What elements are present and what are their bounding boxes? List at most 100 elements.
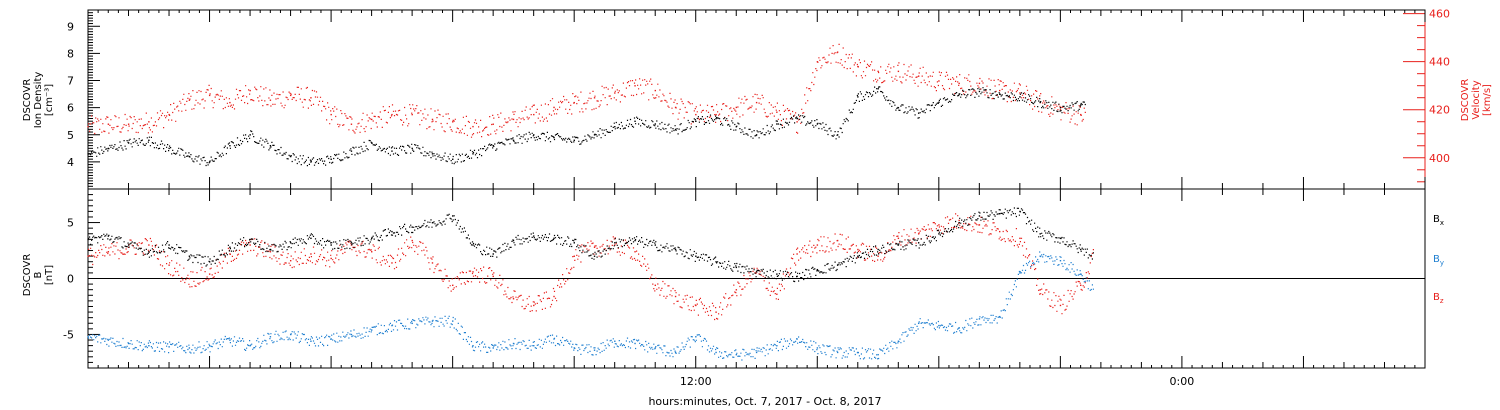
data-point [776, 111, 778, 113]
data-point [87, 125, 89, 128]
data-point [107, 123, 110, 125]
data-point [674, 248, 677, 251]
data-point [330, 113, 332, 116]
data-point [512, 239, 515, 242]
data-point [998, 89, 1001, 92]
data-point [472, 153, 474, 155]
data-point [1080, 113, 1082, 116]
data-point [148, 244, 150, 246]
data-point [371, 237, 373, 240]
data-point [654, 347, 657, 349]
data-point [452, 121, 454, 123]
data-point [553, 338, 555, 340]
data-point [857, 248, 859, 251]
data-point [816, 268, 819, 271]
data-point [695, 336, 697, 338]
y-tick-label: 420 [1429, 104, 1450, 117]
y-tick-label: 400 [1429, 152, 1450, 165]
data-point [634, 251, 636, 253]
data-point [1080, 104, 1082, 106]
data-point [1019, 237, 1021, 240]
data-point [553, 237, 555, 240]
data-point [816, 347, 819, 349]
data-point [492, 123, 494, 125]
data-point [938, 233, 940, 235]
data-point [512, 298, 515, 300]
data-point [289, 260, 292, 262]
data-point [796, 121, 798, 123]
data-point [310, 97, 312, 99]
data-point [917, 233, 920, 235]
data-point [492, 253, 494, 255]
data-point [330, 257, 332, 260]
data-point [614, 92, 616, 94]
left-axis-title-line: Ion Density [33, 72, 44, 129]
data-point [533, 113, 535, 116]
data-point [127, 244, 130, 246]
data-point [877, 353, 879, 356]
data-point [492, 347, 494, 349]
data-point [472, 244, 474, 246]
data-point [391, 262, 393, 264]
series-by [87, 251, 1094, 361]
data-point [695, 120, 697, 122]
data-point [350, 333, 353, 336]
data-point [877, 255, 879, 257]
y-tick-label: -5 [63, 328, 74, 341]
data-point [229, 101, 231, 104]
magnetic-field-panel: -5 0 5 DSCOVR B [nT] Bx By Bz [22, 188, 1444, 369]
data-point [998, 213, 1001, 215]
data-point [249, 244, 251, 246]
data-point [87, 336, 89, 338]
right-axis-title: DSCOVR Velocity [km/s] [1460, 79, 1493, 122]
data-point [857, 255, 859, 257]
data-point [654, 244, 657, 246]
data-point [269, 336, 272, 338]
data-point [371, 329, 373, 331]
data-point [573, 255, 575, 257]
data-point [978, 90, 981, 93]
data-point [512, 118, 515, 121]
data-point [188, 277, 191, 280]
data-point [310, 237, 312, 240]
data-point [593, 134, 596, 136]
series-bx [87, 207, 1094, 283]
left-axis: -5 0 5 [63, 188, 100, 369]
data-point [310, 340, 312, 342]
data-point [1059, 109, 1062, 111]
data-point [836, 351, 839, 354]
data-point [87, 238, 89, 241]
data-point [249, 89, 251, 92]
data-point [1019, 96, 1021, 98]
series-bz [87, 213, 1094, 321]
data-point [411, 322, 413, 325]
data-point [1039, 289, 1041, 291]
y-tick-label: 7 [67, 75, 74, 88]
left-axis: 4 5 6 7 8 9 [67, 9, 100, 190]
data-point [938, 101, 940, 104]
series-samples [88, 43, 1086, 138]
left-axis-title-line: DSCOVR [22, 79, 33, 122]
left-axis-title-line: B [33, 271, 44, 278]
data-point [127, 123, 130, 125]
data-point [310, 253, 312, 255]
data-point [168, 147, 170, 150]
data-point [107, 339, 110, 341]
right-axis-title-line: DSCOVR [1460, 79, 1471, 122]
data-point [431, 262, 434, 264]
data-point [917, 75, 920, 77]
series-velocity [87, 43, 1086, 138]
data-point [735, 266, 738, 269]
data-point [674, 128, 677, 131]
data-point [188, 255, 191, 257]
series-samples [88, 213, 1094, 321]
data-point [391, 230, 393, 233]
data-point [654, 89, 657, 92]
data-point [877, 248, 879, 251]
data-point [452, 215, 454, 217]
data-point [735, 106, 738, 109]
data-point [127, 342, 130, 345]
data-point [168, 113, 170, 116]
